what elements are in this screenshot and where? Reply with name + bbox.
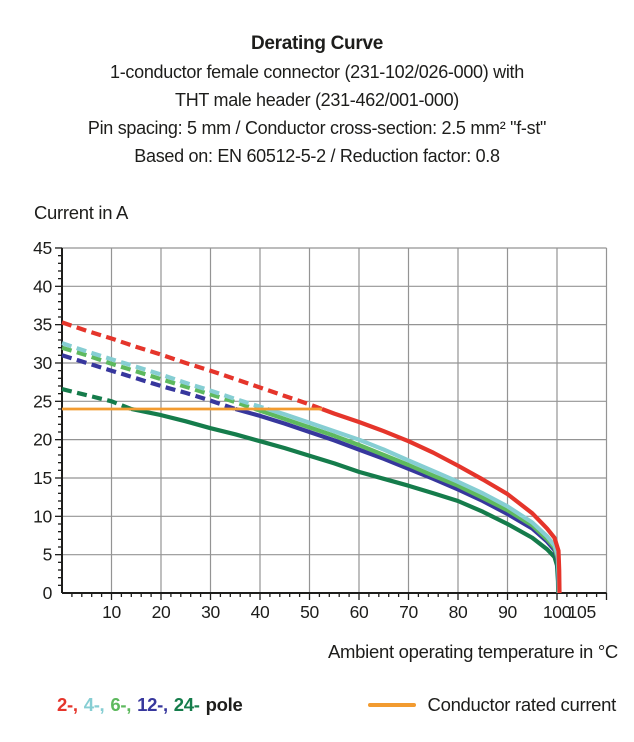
svg-text:100: 100 (543, 602, 572, 622)
svg-text:40: 40 (251, 602, 270, 622)
svg-text:105: 105 (568, 602, 596, 622)
svg-text:5: 5 (43, 545, 52, 565)
rated-current-swatch-line (367, 703, 416, 707)
rated-current-legend: Conductor rated current (367, 694, 617, 716)
header-line-4: Based on: EN 60512-5-2 / Reduction facto… (134, 146, 500, 166)
svg-text:35: 35 (33, 315, 52, 335)
svg-text:45: 45 (33, 238, 52, 258)
pole-label-2: 2-, (57, 694, 78, 715)
pole-suffix-label: pole (205, 694, 243, 715)
pole-legend: 2-, 4-, 6-, 12-, 24- pole (57, 694, 243, 716)
rated-current-label: Conductor rated current (427, 694, 617, 715)
svg-text:40: 40 (33, 276, 52, 296)
svg-text:20: 20 (152, 602, 171, 622)
header-line-3: Pin spacing: 5 mm / Conductor cross-sect… (87, 118, 547, 138)
svg-text:70: 70 (399, 602, 418, 622)
x-axis-title: Ambient operating temperature in °C (328, 641, 618, 662)
svg-text:50: 50 (300, 602, 319, 622)
pole-label-4: 4-, (83, 694, 105, 715)
y-axis-title: Current in A (34, 202, 129, 223)
pole-label-12: 12-, (137, 694, 168, 715)
svg-text:60: 60 (350, 602, 369, 622)
svg-text:25: 25 (33, 391, 52, 411)
svg-text:20: 20 (33, 430, 52, 450)
svg-text:15: 15 (33, 468, 52, 488)
chart-title: Derating Curve (250, 33, 383, 54)
svg-text:10: 10 (102, 602, 121, 622)
svg-text:80: 80 (449, 602, 468, 622)
legend: 2-, 4-, 6-, 12-, 24- pole Conductor rated cur… (57, 694, 616, 716)
chart-header: Derating Curve 1-conductor female connec… (0, 30, 634, 170)
svg-text:30: 30 (201, 602, 220, 622)
svg-text:0: 0 (43, 583, 53, 603)
header-line-2: THT male header (231-462/001-000) (175, 90, 459, 110)
pole-label-24: 24- (173, 694, 200, 715)
pole-label-6: 6-, (110, 694, 132, 715)
svg-text:30: 30 (33, 353, 52, 373)
header-line-1: 1-conductor female connector (231-102/02… (110, 62, 524, 82)
svg-text:90: 90 (498, 602, 517, 622)
svg-text:10: 10 (33, 506, 52, 526)
